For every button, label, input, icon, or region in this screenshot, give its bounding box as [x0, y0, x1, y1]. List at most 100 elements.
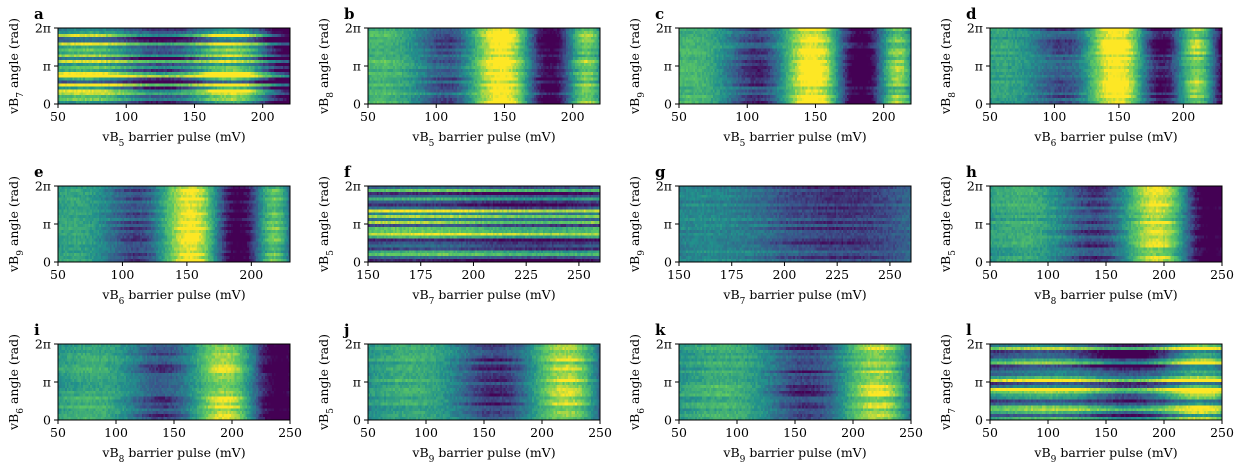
panel-letter: a [34, 5, 44, 23]
x-tick-label: 150 [804, 109, 828, 124]
x-axis-label: vB8 barrier pulse (mV) [1033, 287, 1177, 307]
y-axis-label: vB9 angle (rad) [6, 176, 26, 273]
x-tick-label: 100 [104, 425, 128, 440]
x-tick-label: 250 [899, 425, 923, 440]
x-tick-label: 200 [1152, 267, 1176, 282]
x-tick-label: 250 [278, 425, 302, 440]
y-tick-label: 0 [353, 413, 361, 428]
x-tick-label: 200 [220, 425, 244, 440]
x-tick-label: 250 [878, 267, 902, 282]
x-tick-label: 200 [872, 109, 896, 124]
x-tick-label: 150 [1094, 267, 1118, 282]
x-tick-label: 100 [114, 109, 138, 124]
x-axis-label: vB7 barrier pulse (mV) [722, 287, 866, 307]
y-axis-label: vB6 angle (rad) [6, 334, 26, 431]
y-tick-label: π [353, 59, 361, 74]
x-tick-label: 200 [530, 425, 554, 440]
x-tick-label: 100 [424, 109, 448, 124]
y-axis-label: vB7 angle (rad) [938, 334, 958, 431]
x-tick-label: 150 [183, 109, 207, 124]
x-tick-label: 100 [111, 267, 135, 282]
x-axis-label: vB6 barrier pulse (mV) [101, 287, 245, 307]
x-axis-label: vB5 barrier pulse (mV) [722, 129, 866, 149]
x-axis-label: vB9 barrier pulse (mV) [411, 445, 555, 465]
y-axis-label: vB5 angle (rad) [316, 334, 336, 431]
panel-letter: k [655, 321, 666, 339]
x-tick-label: 50 [671, 109, 687, 124]
x-tick-label: 50 [982, 425, 998, 440]
heatmap-cells [679, 186, 911, 262]
heatmap-cells [58, 344, 290, 420]
x-tick-label: 50 [982, 109, 998, 124]
x-tick-label: 100 [725, 425, 749, 440]
panel-letter: l [966, 321, 972, 339]
x-axis-label: vB5 barrier pulse (mV) [411, 129, 555, 149]
y-tick-label: π [975, 217, 983, 232]
y-tick-label: 0 [664, 255, 672, 270]
x-tick-label: 200 [1171, 109, 1195, 124]
x-tick-label: 50 [671, 425, 687, 440]
x-tick-label: 225 [825, 267, 849, 282]
x-tick-label: 150 [493, 109, 517, 124]
x-tick-label: 250 [588, 425, 612, 440]
x-axis-label: vB8 barrier pulse (mV) [101, 445, 245, 465]
x-axis-label: vB9 barrier pulse (mV) [1033, 445, 1177, 465]
panel-letter: b [344, 5, 355, 23]
x-tick-label: 100 [1043, 109, 1067, 124]
y-tick-label: 0 [975, 413, 983, 428]
y-axis-label: vB8 angle (rad) [938, 18, 958, 115]
x-tick-label: 200 [841, 425, 865, 440]
x-tick-label: 250 [1210, 267, 1234, 282]
x-tick-label: 50 [50, 267, 66, 282]
x-tick-label: 150 [783, 425, 807, 440]
x-tick-label: 200 [239, 267, 263, 282]
y-axis-label: vB6 angle (rad) [627, 334, 647, 431]
y-axis-label: vB8 angle (rad) [316, 18, 336, 115]
x-tick-label: 200 [561, 109, 585, 124]
x-tick-label: 50 [360, 109, 376, 124]
panel-letter: i [34, 321, 40, 339]
y-tick-label: 0 [664, 97, 672, 112]
x-tick-label: 50 [50, 109, 66, 124]
y-tick-label: 0 [43, 97, 51, 112]
x-axis-label: vB5 barrier pulse (mV) [101, 129, 245, 149]
y-tick-label: 0 [353, 255, 361, 270]
x-tick-label: 200 [251, 109, 275, 124]
y-tick-label: 0 [353, 97, 361, 112]
x-tick-label: 225 [514, 267, 538, 282]
heatmap-cells [679, 344, 911, 420]
x-axis-label: vB7 barrier pulse (mV) [411, 287, 555, 307]
x-tick-label: 200 [773, 267, 797, 282]
heatmap-cells [368, 28, 600, 104]
x-tick-label: 50 [50, 425, 66, 440]
y-tick-label: π [353, 375, 361, 390]
y-tick-label: π [975, 59, 983, 74]
y-tick-label: π [664, 375, 672, 390]
y-tick-label: π [664, 59, 672, 74]
heatmap-cells [368, 344, 600, 420]
y-tick-label: π [975, 375, 983, 390]
y-tick-label: 0 [975, 255, 983, 270]
x-tick-label: 100 [1036, 267, 1060, 282]
panel-letter: h [966, 163, 977, 181]
y-axis-label: vB5 angle (rad) [938, 176, 958, 273]
x-tick-label: 150 [472, 425, 496, 440]
x-tick-label: 50 [360, 425, 376, 440]
panel-letter: e [34, 163, 44, 181]
heatmap-cells [679, 28, 911, 104]
x-tick-label: 150 [175, 267, 199, 282]
